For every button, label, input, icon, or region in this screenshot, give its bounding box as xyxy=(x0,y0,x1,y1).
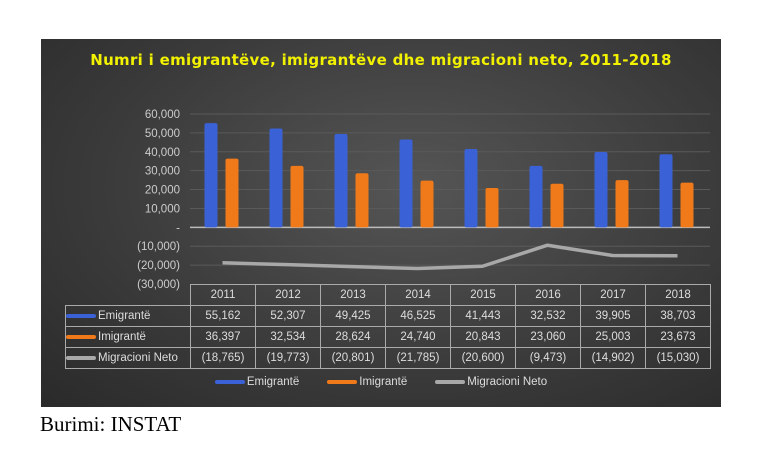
data-cell: (14,902) xyxy=(580,347,646,369)
legend-item: Imigrantë xyxy=(327,376,407,388)
data-cell: 20,843 xyxy=(450,326,516,348)
y-tick-label: (10,000) xyxy=(137,241,180,253)
source-note: Burimi: INSTAT xyxy=(40,412,182,436)
bar-imigrante xyxy=(485,187,499,228)
series-name: Migracioni Neto xyxy=(98,352,178,364)
bar-emigrante xyxy=(269,128,283,228)
legend-label: Migracioni Neto xyxy=(467,376,548,388)
legend-item: Emigrantë xyxy=(214,376,300,388)
data-cell: (15,030) xyxy=(645,347,711,369)
legend: Emigrantë Imigrantë Migracioni Neto xyxy=(41,376,721,388)
data-cell: 39,905 xyxy=(580,305,646,327)
row-label: Imigrantë xyxy=(65,326,191,348)
chart-title: Numri i emigrantëve, imigrantëve dhe mig… xyxy=(90,51,672,69)
data-cell: 32,534 xyxy=(255,326,321,348)
y-tick-label: (20,000) xyxy=(137,260,180,272)
bar-emigrante xyxy=(399,139,413,228)
data-table: 2011 2012 2013 2014 2015 2016 2017 2018 Emigrant… xyxy=(65,284,711,369)
y-tick-label: 30,000 xyxy=(145,166,180,178)
y-tick-label: - xyxy=(176,222,180,234)
data-cell: 46,525 xyxy=(385,305,451,327)
data-cell: 41,443 xyxy=(450,305,516,327)
series-name: Emigrantë xyxy=(98,310,151,322)
year-header: 2017 xyxy=(580,284,646,306)
data-cell: (21,785) xyxy=(385,347,451,369)
row-label: Emigrantë xyxy=(65,305,191,327)
table-header: 2011 2012 2013 2014 2015 2016 2017 2018 xyxy=(66,284,711,306)
bar-emigrante xyxy=(464,149,478,228)
bar-imigrante xyxy=(680,182,694,228)
data-cell: 49,425 xyxy=(320,305,386,327)
bar-imigrante xyxy=(420,180,434,228)
data-cell: (20,600) xyxy=(450,347,516,369)
legend-swatch xyxy=(66,334,96,339)
y-tick-label: 10,000 xyxy=(145,203,180,215)
data-cell: 28,624 xyxy=(320,326,386,348)
y-tick-label: 40,000 xyxy=(145,147,180,159)
bar-emigrante xyxy=(659,154,673,228)
y-tick-label: 50,000 xyxy=(145,128,180,140)
year-header: 2014 xyxy=(385,284,451,306)
bar-imigrante xyxy=(550,183,564,228)
line-migracioni-neto xyxy=(222,243,678,271)
y-tick-label: 60,000 xyxy=(145,109,180,121)
bar-imigrante xyxy=(290,165,304,228)
legend-label: Emigrantë xyxy=(246,376,300,388)
data-cell: 38,703 xyxy=(645,305,711,327)
data-cell: 24,740 xyxy=(385,326,451,348)
year-header: 2012 xyxy=(255,284,321,306)
bar-emigrante xyxy=(594,151,608,228)
data-cell: 23,673 xyxy=(645,326,711,348)
row-label: Migracioni Neto xyxy=(65,347,191,369)
data-cell: 32,532 xyxy=(515,305,581,327)
data-cell: (9,473) xyxy=(515,347,581,369)
y-tick-label: (30,000) xyxy=(137,279,180,291)
legend-label: Imigrantë xyxy=(359,376,408,388)
bar-imigrante xyxy=(225,158,239,228)
table-row: Migracioni Neto (18,765) (19,773) (20,801)(… xyxy=(65,347,711,369)
legend-swatch xyxy=(435,379,466,384)
year-header: 2015 xyxy=(450,284,516,306)
legend-swatch xyxy=(327,379,358,384)
data-cell: (20,801) xyxy=(320,347,386,369)
plot-area: 60,000 50,000 40,000 30,000 20,000 10,000 - (10… xyxy=(137,109,710,291)
y-tick-label: 20,000 xyxy=(145,185,180,197)
bar-emigrante xyxy=(334,133,348,228)
data-cell: (19,773) xyxy=(255,347,321,369)
data-cell: 52,307 xyxy=(255,305,321,327)
bar-emigrante xyxy=(204,123,218,228)
bar-emigrante xyxy=(529,165,543,228)
bar-imigrante xyxy=(355,173,369,228)
series-name: Imigrantë xyxy=(98,331,146,343)
chart: Numri i emigrantëve, imigrantëve dhe mig… xyxy=(41,39,721,407)
data-cell: (18,765) xyxy=(190,347,256,369)
legend-swatch xyxy=(214,379,245,384)
year-header: 2018 xyxy=(645,284,711,306)
data-cell: 25,003 xyxy=(580,326,646,348)
year-header: 2011 xyxy=(190,284,256,306)
year-header: 2016 xyxy=(515,284,581,306)
data-cell: 23,060 xyxy=(515,326,581,348)
legend-item: Migracioni Neto xyxy=(435,376,547,388)
table-row: Imigrantë 36,397 32,534 28,624 24,740 20,843 2… xyxy=(65,326,711,348)
table-row: Emigrantë 55,162 52,307 49,425 46,525 41,443 3… xyxy=(65,305,711,327)
legend-swatch xyxy=(66,355,96,360)
year-header: 2013 xyxy=(320,284,386,306)
bar-imigrante xyxy=(615,180,629,228)
data-cell: 36,397 xyxy=(190,326,256,348)
data-cell: 55,162 xyxy=(190,305,256,327)
legend-swatch xyxy=(66,313,96,318)
